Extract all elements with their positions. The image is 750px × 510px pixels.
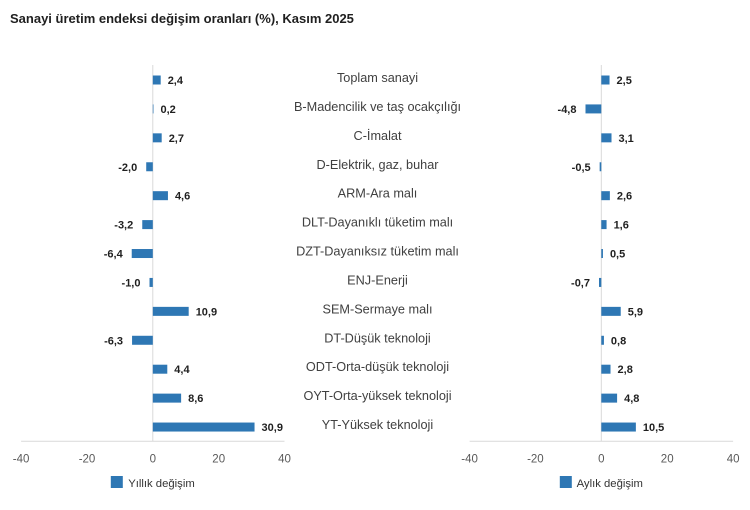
svg-text:-20: -20 <box>527 454 544 466</box>
svg-text:0: 0 <box>150 454 156 466</box>
svg-text:0: 0 <box>598 454 604 466</box>
svg-text:-6,3: -6,3 <box>104 335 123 347</box>
svg-text:-4,8: -4,8 <box>558 104 577 116</box>
svg-text:DT-Düşük teknoloji: DT-Düşük teknoloji <box>324 331 430 345</box>
svg-text:-40: -40 <box>13 454 30 466</box>
svg-text:-1,0: -1,0 <box>122 277 141 289</box>
svg-text:C-İmalat: C-İmalat <box>354 129 402 143</box>
svg-text:2,5: 2,5 <box>617 75 632 87</box>
svg-text:2,6: 2,6 <box>617 191 632 203</box>
svg-text:-3,2: -3,2 <box>114 220 133 232</box>
svg-text:4,8: 4,8 <box>624 393 639 405</box>
svg-text:Aylık değişim: Aylık değişim <box>577 478 643 490</box>
svg-text:-0,7: -0,7 <box>571 277 590 289</box>
svg-text:-0,5: -0,5 <box>572 162 591 174</box>
svg-text:0,5: 0,5 <box>610 249 625 261</box>
svg-text:-40: -40 <box>461 454 478 466</box>
svg-text:ODT-Orta-düşük teknoloji: ODT-Orta-düşük teknoloji <box>306 360 449 374</box>
svg-text:Toplam sanayi: Toplam sanayi <box>337 71 418 85</box>
svg-text:2,8: 2,8 <box>618 364 633 376</box>
svg-text:10,9: 10,9 <box>196 306 217 318</box>
svg-text:4,6: 4,6 <box>175 191 190 203</box>
svg-text:3,1: 3,1 <box>619 133 634 145</box>
svg-text:2,7: 2,7 <box>169 133 184 145</box>
svg-text:Sanayi üretim endeksi değişim: Sanayi üretim endeksi değişim oranları (… <box>10 11 354 26</box>
svg-text:0,8: 0,8 <box>611 335 626 347</box>
svg-text:ARM-Ara malı: ARM-Ara malı <box>338 187 418 201</box>
svg-text:-2,0: -2,0 <box>118 162 137 174</box>
svg-text:40: 40 <box>278 454 291 466</box>
svg-text:-20: -20 <box>79 454 96 466</box>
svg-text:8,6: 8,6 <box>188 393 203 405</box>
svg-text:30,9: 30,9 <box>262 422 283 434</box>
svg-text:4,4: 4,4 <box>174 364 190 376</box>
svg-text:DZT-Dayanıksız tüketim malı: DZT-Dayanıksız tüketim malı <box>296 245 459 259</box>
svg-text:20: 20 <box>661 454 674 466</box>
svg-text:B-Madencilik ve taş ocakçılığı: B-Madencilik ve taş ocakçılığı <box>294 100 461 114</box>
svg-text:YT-Yüksek teknoloji: YT-Yüksek teknoloji <box>322 418 433 432</box>
svg-text:ENJ-Enerji: ENJ-Enerji <box>347 273 408 287</box>
svg-text:SEM-Sermaye malı: SEM-Sermaye malı <box>323 302 433 316</box>
svg-text:DLT-Dayanıklı tüketim malı: DLT-Dayanıklı tüketim malı <box>302 216 453 230</box>
svg-text:Yıllık değişim: Yıllık değişim <box>128 478 195 490</box>
svg-text:-6,4: -6,4 <box>104 249 124 261</box>
svg-text:1,6: 1,6 <box>614 220 629 232</box>
svg-text:OYT-Orta-yüksek teknoloji: OYT-Orta-yüksek teknoloji <box>303 389 451 403</box>
svg-text:2,4: 2,4 <box>168 75 184 87</box>
svg-text:0,2: 0,2 <box>160 104 175 116</box>
svg-text:40: 40 <box>727 454 740 466</box>
svg-text:D-Elektrik, gaz, buhar: D-Elektrik, gaz, buhar <box>317 158 440 172</box>
svg-text:5,9: 5,9 <box>628 306 643 318</box>
svg-text:20: 20 <box>212 454 225 466</box>
svg-text:10,5: 10,5 <box>643 422 664 434</box>
